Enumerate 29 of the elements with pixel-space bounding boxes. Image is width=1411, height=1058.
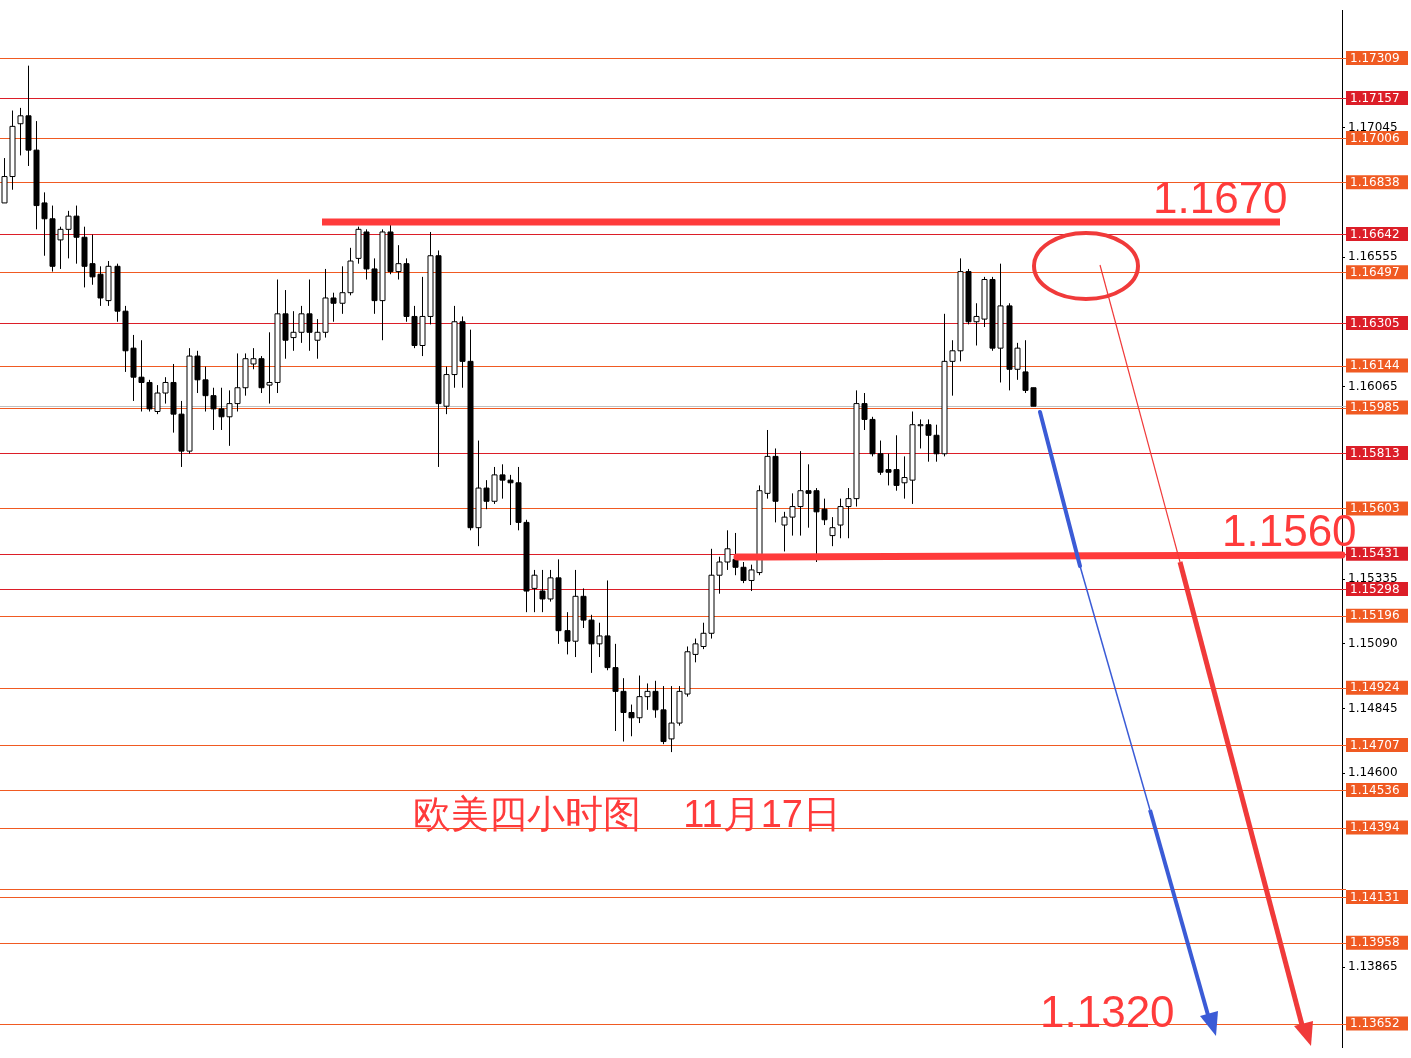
ref-line-label: 1.14536 xyxy=(1350,782,1400,797)
y-tick-label: 1.13865 xyxy=(1348,959,1398,974)
ref-line-label: 1.15298 xyxy=(1350,581,1400,596)
y-tick-label: 1.14845 xyxy=(1348,700,1398,715)
y-tick-label: 1.16555 xyxy=(1348,249,1398,264)
ref-line-label: 1.16144 xyxy=(1350,358,1400,373)
ref-line-label: 1.15985 xyxy=(1350,400,1400,415)
y-tick-label: 1.14600 xyxy=(1348,765,1398,780)
ref-line-label: 1.16305 xyxy=(1350,315,1400,330)
ref-line-label: 1.17309 xyxy=(1350,50,1400,65)
annotation: 1.1670 xyxy=(1153,173,1288,222)
text: 欧美四小时图 11月17日 xyxy=(413,793,841,835)
ref-line-label: 1.15196 xyxy=(1350,608,1400,623)
y-tick-label: 1.16065 xyxy=(1348,378,1398,393)
ref-line-label: 1.14707 xyxy=(1350,737,1400,752)
annotation: 1.1320 xyxy=(1040,987,1175,1036)
ref-line-label: 1.16497 xyxy=(1350,265,1400,279)
ref-line-label: 1.13958 xyxy=(1350,935,1400,950)
ref-line-label: 1.14924 xyxy=(1350,680,1400,695)
ref-line-label: 1.14131 xyxy=(1350,889,1400,904)
ref-line-label: 1.15431 xyxy=(1350,546,1400,561)
ref-line-label: 1.16642 xyxy=(1350,226,1400,241)
ref-line-label: 1.15813 xyxy=(1350,445,1400,460)
ref-line-label: 1.13652 xyxy=(1350,1016,1400,1031)
y-tick-label: 1.15090 xyxy=(1348,635,1398,650)
ref-line-label: 1.17157 xyxy=(1350,90,1400,105)
ref-line-label: 1.14394 xyxy=(1350,820,1400,835)
ref-line-label: 1.15603 xyxy=(1350,501,1400,516)
ref-line-label: 1.16838 xyxy=(1350,174,1400,189)
